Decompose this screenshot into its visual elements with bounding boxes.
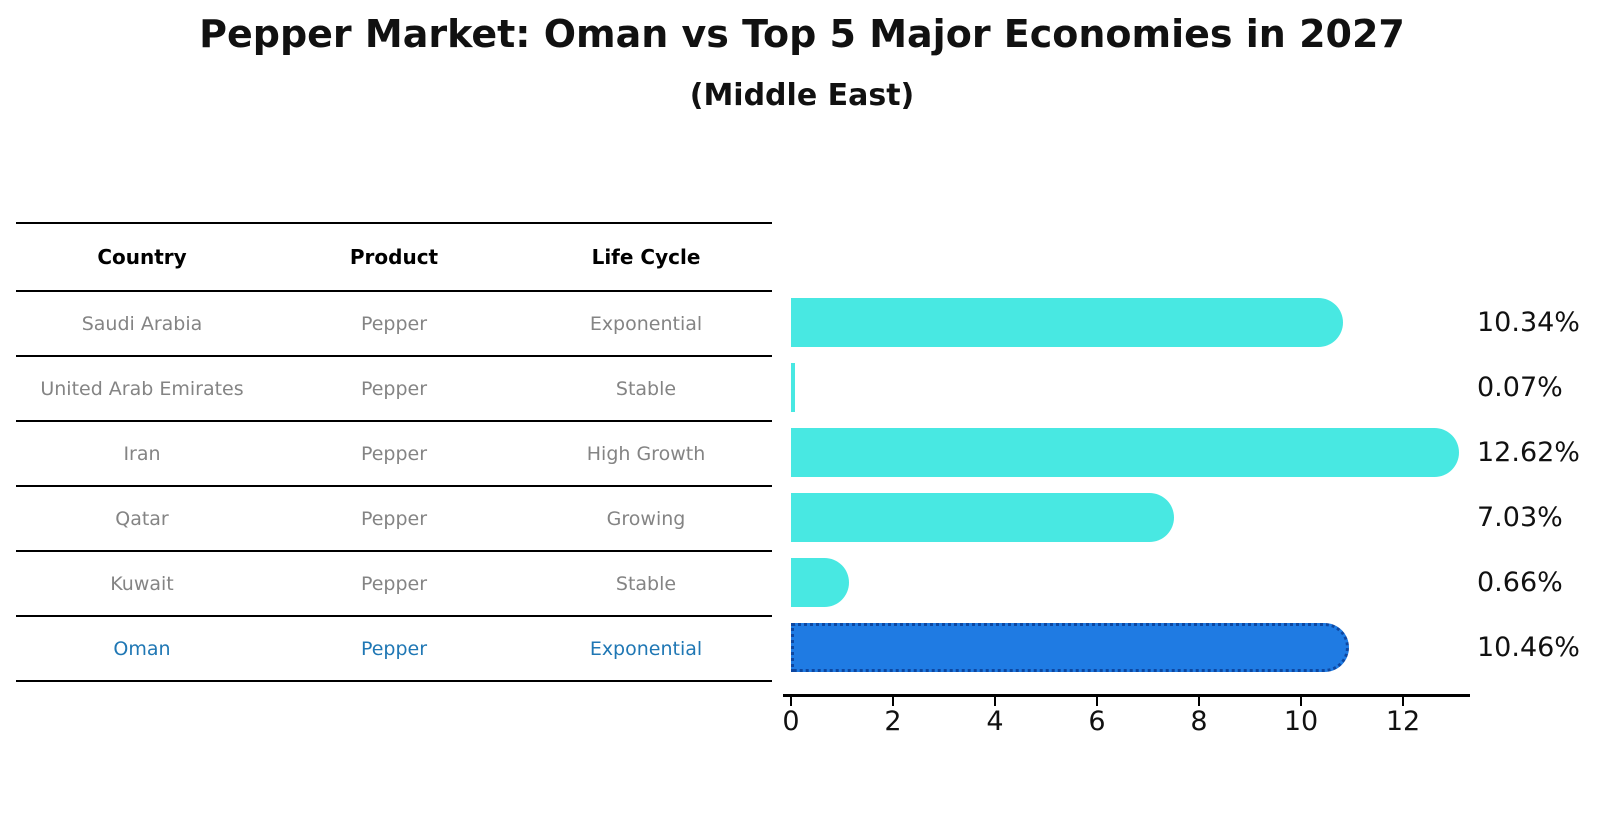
table-cell-life-cycle: Stable <box>615 377 677 400</box>
value-label-kuwait: 0.66% <box>1477 566 1563 598</box>
table-cell-life-cycle: High Growth <box>586 442 706 465</box>
value-label-oman: 10.46% <box>1477 631 1580 663</box>
chart-subtitle: (Middle East) <box>689 78 915 113</box>
x-tick-label-10: 10 <box>1283 706 1319 737</box>
bar-iran <box>791 428 1460 477</box>
x-tick-mark-0 <box>790 697 792 706</box>
bar-kuwait <box>791 558 850 607</box>
x-tick-label-6: 6 <box>1088 706 1106 737</box>
table-row-kuwait: Kuwait Pepper Stable <box>16 552 772 617</box>
table-cell-life-cycle: Stable <box>615 572 677 595</box>
x-tick-label-4: 4 <box>986 706 1004 737</box>
table-row-oman: Oman Pepper Exponential <box>16 617 772 682</box>
x-tick-mark-10 <box>1300 697 1302 706</box>
x-tick-label-2: 2 <box>884 706 902 737</box>
table-cell-country: Saudi Arabia <box>81 312 203 335</box>
value-label-united-arab-emirates: 0.07% <box>1477 371 1563 403</box>
bar-saudi-arabia <box>791 298 1343 347</box>
table-row-saudi-arabia: Saudi Arabia Pepper Exponential <box>16 292 772 357</box>
bar-united-arab-emirates <box>791 363 795 412</box>
table-row-iran: Iran Pepper High Growth <box>16 422 772 487</box>
table-header-product: Product <box>349 245 439 269</box>
bar-oman <box>791 623 1349 672</box>
bar-qatar <box>791 493 1175 542</box>
table-cell-product: Pepper <box>360 637 428 660</box>
x-tick-mark-12 <box>1402 697 1404 706</box>
x-tick-mark-8 <box>1198 697 1200 706</box>
table-cell-life-cycle: Exponential <box>589 312 703 335</box>
value-label-saudi-arabia: 10.34% <box>1477 306 1580 338</box>
x-axis-line <box>783 694 1470 697</box>
table-cell-country: Qatar <box>115 507 169 530</box>
x-tick-mark-2 <box>892 697 894 706</box>
value-label-iran: 12.62% <box>1477 436 1580 468</box>
chart-title: Pepper Market: Oman vs Top 5 Major Econo… <box>199 12 1405 56</box>
table-cell-product: Pepper <box>360 312 428 335</box>
table-header-country: Country <box>97 245 187 269</box>
table-cell-product: Pepper <box>360 442 428 465</box>
country-table: Country Product Life Cycle Saudi Arabia P… <box>16 222 772 682</box>
table-cell-country: United Arab Emirates <box>40 377 244 400</box>
table-body: Saudi Arabia Pepper Exponential United Arab… <box>16 292 772 682</box>
x-tick-label-12: 12 <box>1385 706 1421 737</box>
table-cell-country: Iran <box>123 442 161 465</box>
table-row-united-arab-emirates: United Arab Emirates Pepper Stable <box>16 357 772 422</box>
x-tick-label-0: 0 <box>782 706 800 737</box>
table-cell-product: Pepper <box>360 377 428 400</box>
x-tick-mark-6 <box>1096 697 1098 706</box>
table-cell-life-cycle: Exponential <box>589 637 703 660</box>
table-cell-product: Pepper <box>360 507 428 530</box>
table-cell-country: Oman <box>113 637 171 660</box>
table-cell-country: Kuwait <box>110 572 174 595</box>
value-label-qatar: 7.03% <box>1477 501 1563 533</box>
table-row-qatar: Qatar Pepper Growing <box>16 487 772 552</box>
x-tick-label-8: 8 <box>1190 706 1208 737</box>
table-header-row: Country Product Life Cycle <box>16 224 772 292</box>
table-cell-product: Pepper <box>360 572 428 595</box>
table-header-life-cycle: Life Cycle <box>591 245 701 269</box>
table-cell-life-cycle: Growing <box>606 507 686 530</box>
x-tick-mark-4 <box>994 697 996 706</box>
